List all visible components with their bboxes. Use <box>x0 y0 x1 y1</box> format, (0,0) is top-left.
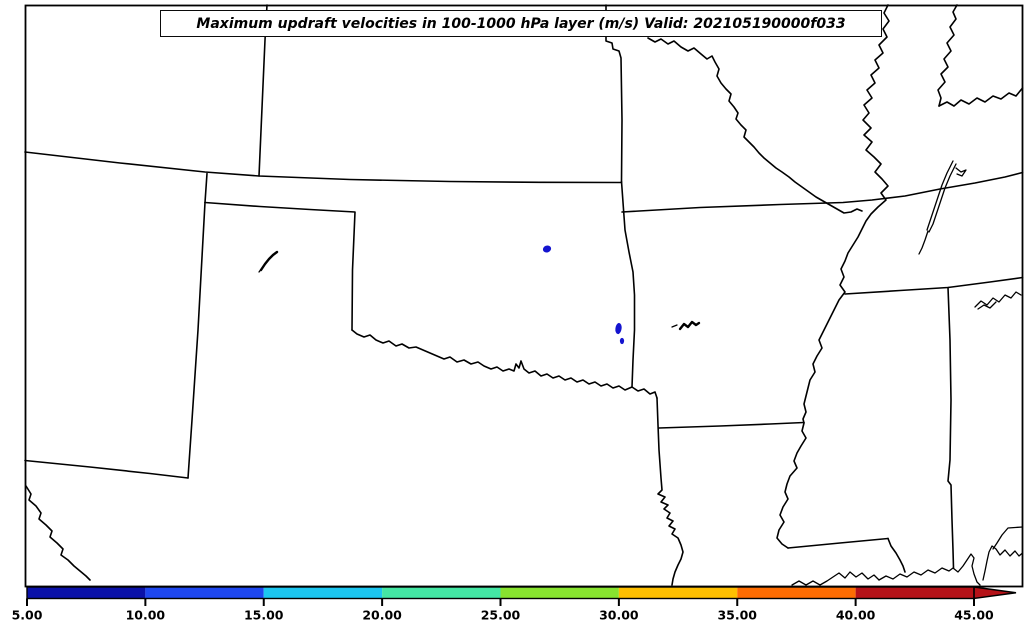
updraft-cells-group <box>542 245 625 345</box>
tennessee-river-south-tail <box>918 230 929 255</box>
border-tx-nm-east <box>187 201 206 479</box>
colorbar-segment-5-10 <box>27 587 146 599</box>
red-river-tx-ok <box>351 329 658 399</box>
chart-title: Maximum updraft velocities in 100-1000 h… <box>196 15 846 32</box>
arkansas-lake-tip <box>671 324 678 328</box>
colorbar-tick-label: 20.00 <box>362 608 402 623</box>
colorbar-segment-10-15 <box>145 587 264 599</box>
title-box: Maximum updraft velocities in 100-1000 h… <box>160 10 882 37</box>
colorbar-tick-label: 15.00 <box>244 608 284 623</box>
lake-barkley-nub <box>955 167 967 177</box>
border-ok-panhandle-south <box>204 201 356 331</box>
colorbar: 5.00 10.00 15.00 20.00 25.00 30.00 35.00 40.00 4… <box>12 586 1017 623</box>
colorbar-overflow-arrow <box>973 586 1017 600</box>
border-ok-panhandle-west <box>204 172 208 204</box>
arkansas-lake <box>678 320 701 331</box>
colorbar-segment-15-20 <box>263 587 383 599</box>
colorbar-segment-25-30 <box>500 587 619 599</box>
missouri-river <box>647 37 863 214</box>
border-ar-la <box>658 421 805 429</box>
border-tx-ar-sabine <box>656 397 684 586</box>
colorbar-segment-40-45 <box>855 587 974 599</box>
border-ms-al <box>947 286 955 569</box>
colorbar-tick-label: 40.00 <box>836 608 876 623</box>
mobile-bay-east-coast <box>982 545 1024 581</box>
colorbar-segment-20-25 <box>382 587 501 599</box>
tennessee-river-alabama <box>974 291 1022 308</box>
colorbar-tick-label: 10.00 <box>126 608 166 623</box>
tennessee-river-alabama-2 <box>977 301 997 310</box>
border-co-nm-ks-ok <box>24 151 623 184</box>
border-al-fl <box>992 526 1024 550</box>
lake-meredith <box>259 250 279 272</box>
colorbar-tick-label: 30.00 <box>599 608 639 623</box>
border-ky-tn-wiggle <box>938 87 1024 107</box>
rio-grande-river <box>25 485 91 581</box>
gulf-coast-west <box>791 571 880 586</box>
east-oklahoma-cell-north <box>615 322 622 335</box>
colorbar-tick-label: 5.00 <box>12 608 43 623</box>
colorbar-segment-35-40 <box>737 587 856 599</box>
border-la-ms <box>787 537 889 549</box>
pearl-river <box>887 537 906 573</box>
kentucky-lake-west-shore <box>926 160 954 231</box>
colorbar-segment-30-35 <box>618 587 738 599</box>
gulf-coast-ms-al <box>878 553 981 586</box>
colorbar-tick-label: 45.00 <box>954 608 994 623</box>
border-tn-ms <box>844 276 1024 295</box>
tennessee-river-north <box>937 4 958 107</box>
border-ks-mo <box>605 4 623 183</box>
kentucky-lake-east-shore <box>928 163 957 233</box>
central-oklahoma-cell <box>542 245 552 253</box>
lake-meredith-tip <box>258 267 263 273</box>
colorbar-tick-label: 25.00 <box>481 608 521 623</box>
east-oklahoma-cell-south <box>619 337 625 345</box>
mississippi-river <box>776 4 890 549</box>
border-ok-ar <box>620 180 636 388</box>
map-frame <box>24 4 1024 588</box>
map-borders-group <box>24 4 1024 586</box>
border-tx-nm-south <box>24 459 189 479</box>
border-mo-ar-ky-tn <box>621 171 1024 213</box>
colorbar-tick-label: 35.00 <box>717 608 757 623</box>
